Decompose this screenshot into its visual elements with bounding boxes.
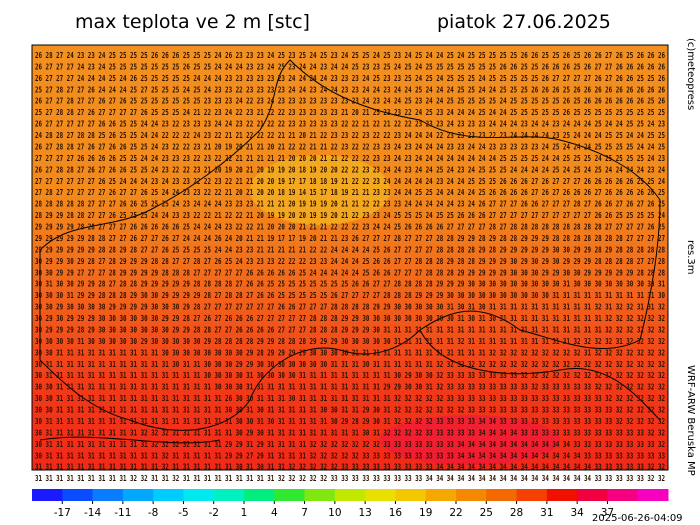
grid-row: 30 31 31 31 31 31 31 31 31 31 31 31 31 3…	[35, 417, 665, 426]
colorbar-label: -14	[84, 507, 101, 519]
value-grid: 26 28 27 24 23 23 24 25 25 25 25 26 26 2…	[35, 51, 665, 483]
grid-row: 30 31 31 31 31 31 31 31 31 31 31 31 31 3…	[35, 360, 665, 369]
grid-row: 30 31 31 31 31 31 31 31 31 31 31 31 31 3…	[35, 371, 665, 380]
grid-row: 24 28 28 27 28 28 25 26 25 25 24 24 22 2…	[35, 131, 665, 140]
colorbar-label: 25	[480, 507, 493, 519]
grid-row: 30 29 29 29 28 29 30 30 30 30 30 30 30 2…	[35, 325, 665, 334]
grid-row: 25 27 28 27 27 26 24 24 24 25 27 25 25 2…	[35, 85, 665, 94]
colorbar-segment	[456, 489, 487, 501]
colorbar-label: -2	[208, 507, 218, 519]
copyright: (c)meteopress	[685, 38, 696, 110]
grid-row: 30 31 31 31 31 31 31 31 31 31 32 32 32 3…	[35, 428, 665, 437]
grid-row: 26 27 27 28 27 27 26 27 26 25 25 25 25 2…	[35, 97, 665, 106]
grid-row: 30 30 30 31 29 29 28 28 28 29 30 30 29 2…	[35, 291, 665, 300]
colorbar-segment	[32, 489, 63, 501]
colorbar-label: 1	[241, 507, 248, 519]
grid-row: 30 29 30 29 29 29 30 30 30 30 30 30 29 2…	[35, 314, 665, 323]
resolution: res.3m	[685, 240, 696, 275]
colorbar-segment	[62, 489, 94, 501]
colorbar-segment	[92, 489, 124, 501]
colorbar-label: 22	[449, 507, 462, 519]
grid-row: 26 28 27 24 23 23 24 25 25 25 25 26 26 2…	[35, 51, 665, 60]
grid-row: 31 31 31 31 31 31 31 31 31 31 31 31 32 3…	[35, 463, 665, 472]
colorbar-label: -11	[114, 507, 131, 519]
grid-row: 28 28 28 28 28 27 27 27 26 26 25 25 25 2…	[35, 200, 665, 209]
colorbar-label: 31	[540, 507, 553, 519]
border-line	[39, 436, 221, 444]
colorbar-segment	[213, 489, 245, 501]
grid-row: 26 27 27 27 27 27 26 26 25 25 24 24 23 2…	[35, 120, 665, 129]
grid-row: 27 28 27 27 27 27 27 26 27 27 26 25 24 2…	[35, 188, 665, 197]
map-area	[31, 44, 669, 471]
grid-row: 27 27 27 27 26 26 26 26 25 25 24 24 23 2…	[35, 154, 665, 163]
grid-row: 26 27 28 28 27 26 27 26 26 25 25 24 23 2…	[35, 165, 665, 174]
hot-zone	[380, 415, 560, 465]
title: max teplota ve 2 m [stc]	[75, 11, 310, 33]
colorbar-segment	[244, 489, 275, 501]
warm-zone	[250, 155, 390, 225]
colorbar-segment	[334, 489, 366, 501]
grid-row: 30 30 31 31 31 31 31 31 31 31 31 31 31 3…	[35, 394, 665, 403]
colorbar-label: 16	[389, 507, 403, 519]
grid-row: 30 30 31 31 31 31 31 31 31 31 31 31 30 3…	[35, 348, 665, 357]
colorbar-segment	[274, 489, 306, 501]
grid-row: 30 31 30 30 29 29 28 27 28 28 29 29 29 2…	[35, 280, 665, 289]
grid-row: 26 27 28 28 27 26 27 26 26 25 25 24 23 2…	[35, 142, 665, 151]
grid-row: 26 27 27 27 24 23 24 25 25 25 25 25 25 2…	[35, 62, 665, 71]
grid-row: 30 30 30 30 31 30 30 30 30 30 29 30 30 3…	[35, 337, 665, 346]
grid-row: 30 31 31 31 31 31 31 31 31 31 31 32 32 3…	[35, 440, 665, 449]
grid-row: 30 30 31 31 31 31 31 31 31 31 31 31 31 3…	[35, 383, 665, 392]
colorbar-label: 28	[510, 507, 523, 519]
colorbar-segment	[304, 489, 336, 501]
colorbar-segment	[183, 489, 215, 501]
colorbar-label: -5	[178, 507, 188, 519]
border-line	[419, 329, 661, 421]
grid-row: 30 29 29 30 29 28 27 28 29 29 29 28 28 2…	[35, 257, 665, 266]
colorbar-segment	[122, 489, 154, 501]
colorbar-segment	[546, 489, 578, 501]
colorbar-segment	[486, 489, 518, 501]
grid-row: 26 27 27 27 24 24 24 25 24 26 25 25 25 2…	[35, 74, 665, 83]
grid-row: 30 30 29 29 27 27 27 28 29 29 29 29 28 2…	[35, 268, 665, 277]
colorbar-label: 37	[601, 507, 614, 519]
colorbar-label: 10	[328, 507, 341, 519]
grid-row: 30 30 31 31 31 31 31 31 31 31 31 31 31 3…	[35, 406, 665, 415]
grid-row: 30 31 31 31 31 31 31 31 31 31 31 31 32 3…	[35, 451, 665, 460]
grid-row: 31 31 31 31 31 31 31 31 31 32 32 31 31 3…	[35, 474, 665, 483]
colorbar-segment	[516, 489, 548, 501]
colorbar-label: 34	[570, 507, 584, 519]
grid-row: 29 29 29 29 29 29 28 28 29 28 27 27 26 2…	[35, 245, 665, 254]
grid-row: 29 29 29 29 28 28 27 27 27 26 26 26 26 2…	[35, 223, 665, 232]
colorbar-segment	[395, 489, 427, 501]
date: piatok 27.06.2025	[437, 11, 611, 33]
colorbar-segment	[425, 489, 457, 501]
colorbar-label: 13	[358, 507, 371, 519]
colorbar-label: 4	[271, 507, 278, 519]
border-line	[39, 59, 661, 431]
grid-row: 29 29 29 29 29 28 28 27 27 26 27 27 26 2…	[35, 234, 665, 243]
colorbar-segment	[607, 489, 639, 501]
colorbar-segment	[577, 489, 608, 501]
grid-row: 28 29 29 28 28 27 27 26 25 25 25 24 24 2…	[35, 211, 665, 220]
grid-row: 25 27 28 28 27 26 27 27 27 27 26 25 25 2…	[35, 108, 665, 117]
colorbar-label: 19	[419, 507, 432, 519]
grid-row: 27 27 27 27 27 27 26 25 24 24 24 23 24 2…	[35, 177, 665, 186]
model: WRF-ARW Beruska MP	[685, 365, 696, 476]
colorbar-segment	[153, 489, 184, 501]
timestamp: 2025-06-26-04:09	[592, 513, 683, 524]
colorbar: -17 -14 -11 -8 -5 -2 1 4 7 10 13 16 19 22 25 28 31 34 37	[32, 489, 669, 519]
colorbar-label: 7	[301, 507, 308, 519]
colorbar-label: -17	[54, 507, 71, 519]
grid-row: 30 30 29 30 30 30 30 29 29 29 29 30 30 3…	[35, 303, 665, 312]
colorbar-label: -8	[148, 507, 158, 519]
colorbar-segment	[637, 489, 669, 501]
colorbar-segment	[365, 489, 396, 501]
